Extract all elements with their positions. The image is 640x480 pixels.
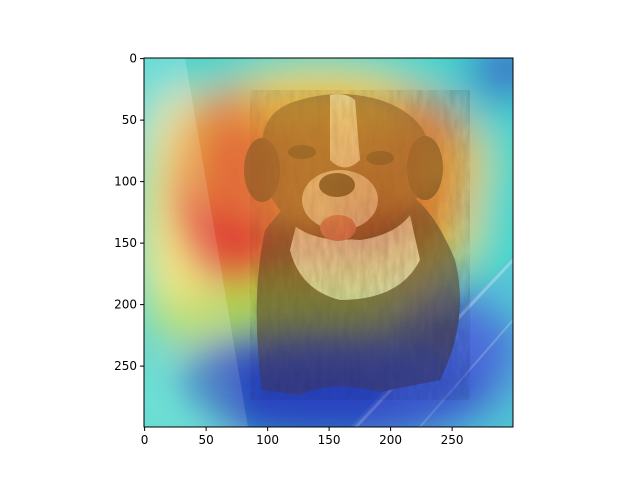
x-tick-label: 250 xyxy=(441,433,464,447)
y-axis: 0 50 100 150 200 250 xyxy=(114,52,144,374)
y-tick-label: 0 xyxy=(129,52,137,66)
x-tick-label: 150 xyxy=(318,433,341,447)
plot-area xyxy=(120,30,540,440)
x-tick-label: 0 xyxy=(141,433,149,447)
y-tick-label: 100 xyxy=(114,175,137,189)
y-tick-label: 250 xyxy=(114,359,137,373)
x-tick-label: 100 xyxy=(256,433,279,447)
x-axis: 0 50 100 150 200 250 xyxy=(141,427,464,447)
y-tick-label: 200 xyxy=(114,298,137,312)
x-tick-label: 200 xyxy=(379,433,402,447)
y-tick-label: 150 xyxy=(114,236,137,250)
y-tick-label: 50 xyxy=(122,113,137,127)
x-tick-label: 50 xyxy=(198,433,213,447)
